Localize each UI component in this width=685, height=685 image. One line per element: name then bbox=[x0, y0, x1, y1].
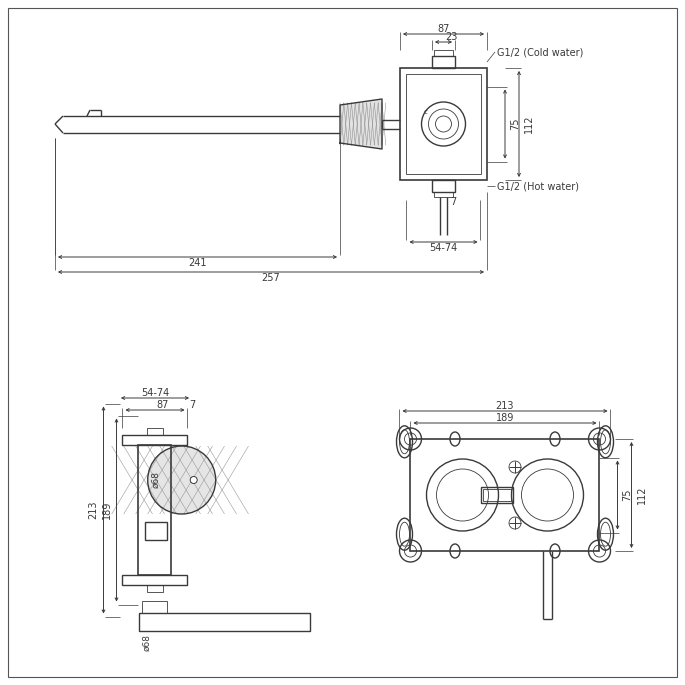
Text: 75: 75 bbox=[623, 489, 632, 501]
Text: 54-74: 54-74 bbox=[141, 388, 169, 398]
Bar bbox=[434, 192, 453, 197]
Text: ø68: ø68 bbox=[142, 634, 151, 651]
Bar bbox=[406, 74, 481, 174]
Text: 54-74: 54-74 bbox=[429, 243, 458, 253]
Bar bbox=[145, 522, 167, 540]
Text: 241: 241 bbox=[188, 258, 207, 268]
Polygon shape bbox=[340, 99, 382, 149]
Bar bbox=[483, 489, 511, 501]
Circle shape bbox=[190, 477, 197, 484]
Bar bbox=[142, 601, 168, 613]
Bar bbox=[147, 428, 163, 435]
Bar bbox=[139, 613, 310, 631]
Text: 23: 23 bbox=[445, 32, 458, 42]
Text: ø68: ø68 bbox=[151, 471, 160, 488]
Text: 87: 87 bbox=[437, 24, 449, 34]
Text: 213: 213 bbox=[496, 401, 514, 411]
Bar bbox=[432, 56, 455, 68]
Bar bbox=[410, 439, 599, 551]
Text: G1/2 (Hot water): G1/2 (Hot water) bbox=[497, 181, 579, 191]
Text: c: c bbox=[423, 109, 427, 115]
Bar bbox=[123, 575, 188, 585]
Text: 189: 189 bbox=[496, 413, 514, 423]
Bar bbox=[434, 50, 453, 56]
Text: 7: 7 bbox=[190, 400, 196, 410]
Circle shape bbox=[148, 446, 216, 514]
Bar bbox=[400, 68, 487, 180]
Bar bbox=[481, 487, 513, 503]
Text: 7: 7 bbox=[450, 197, 456, 207]
Bar bbox=[432, 180, 455, 192]
Text: 87: 87 bbox=[157, 400, 169, 410]
Text: G1/2 (Cold water): G1/2 (Cold water) bbox=[497, 47, 584, 57]
Bar bbox=[147, 585, 163, 592]
Text: 213: 213 bbox=[88, 501, 99, 519]
Bar bbox=[123, 435, 188, 445]
Text: 75: 75 bbox=[510, 118, 520, 130]
Text: 257: 257 bbox=[262, 273, 280, 283]
Text: 189: 189 bbox=[101, 501, 112, 519]
Text: 112: 112 bbox=[636, 486, 647, 504]
Text: 112: 112 bbox=[524, 115, 534, 134]
Bar bbox=[138, 445, 171, 575]
